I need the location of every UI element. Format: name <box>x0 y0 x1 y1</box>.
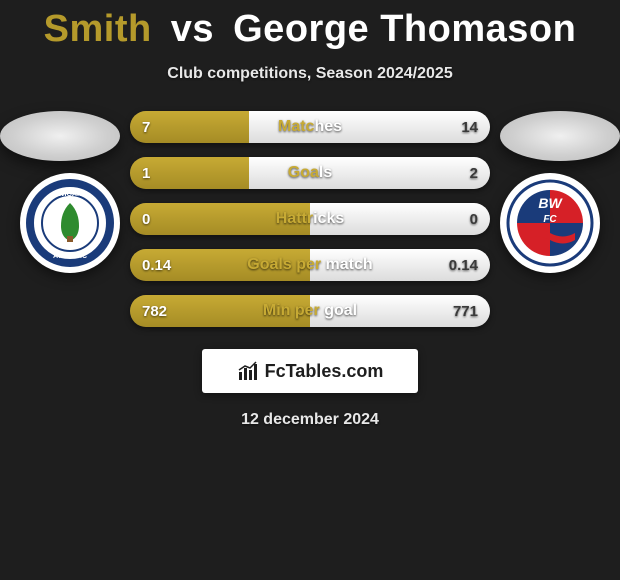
chart-icon <box>237 360 259 382</box>
stat-value-right: 14 <box>461 111 478 143</box>
stat-fill-right <box>249 111 490 143</box>
player1-silhouette-head <box>0 111 120 161</box>
stat-fill-right <box>249 157 490 189</box>
stat-value-left: 0.14 <box>142 249 171 281</box>
stat-value-left: 7 <box>142 111 150 143</box>
stat-bar: 714Matches <box>130 111 490 143</box>
svg-text:FC: FC <box>543 214 557 225</box>
player2-name: George Thomason <box>233 8 576 50</box>
player2-silhouette-head <box>500 111 620 161</box>
source-logo: FcTables.com <box>202 349 418 393</box>
stat-value-right: 2 <box>470 157 478 189</box>
comparison-card: Smith vs George Thomason Club competitio… <box>0 0 620 429</box>
title: Smith vs George Thomason <box>0 0 620 51</box>
stat-value-left: 1 <box>142 157 150 189</box>
stat-fill-left <box>130 203 310 235</box>
source-logo-text: FcTables.com <box>265 361 384 382</box>
stat-bar: 12Goals <box>130 157 490 189</box>
date-text: 12 december 2024 <box>0 411 620 429</box>
svg-text:BW: BW <box>538 195 563 211</box>
stat-value-right: 0.14 <box>449 249 478 281</box>
stat-fill-right <box>310 203 490 235</box>
stat-value-right: 771 <box>453 295 478 327</box>
bolton-crest-icon: BW FC <box>505 178 595 268</box>
svg-text:ATHLETIC: ATHLETIC <box>53 253 87 260</box>
player1-name: Smith <box>44 8 152 50</box>
wigan-crest-icon: WIGAN ATHLETIC <box>25 178 115 268</box>
svg-text:WIGAN: WIGAN <box>58 191 82 198</box>
subtitle: Club competitions, Season 2024/2025 <box>0 65 620 83</box>
stat-bar: 782771Min per goal <box>130 295 490 327</box>
stat-bar: 0.140.14Goals per match <box>130 249 490 281</box>
stat-value-right: 0 <box>470 203 478 235</box>
stat-bar: 00Hattricks <box>130 203 490 235</box>
team-crest-left: WIGAN ATHLETIC <box>20 173 120 273</box>
stat-value-left: 782 <box>142 295 167 327</box>
stats-list: 714Matches12Goals00Hattricks0.140.14Goal… <box>130 111 490 327</box>
body-row: WIGAN ATHLETIC BW FC 714Matches12Goals00… <box>0 111 620 327</box>
team-crest-right: BW FC <box>500 173 600 273</box>
stat-value-left: 0 <box>142 203 150 235</box>
vs-text: vs <box>171 8 214 50</box>
